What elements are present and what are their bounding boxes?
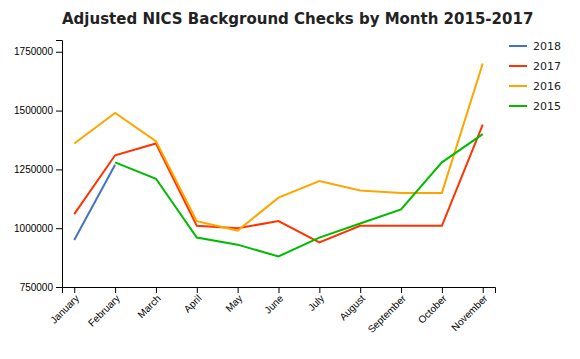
tick: 1750000: [14, 46, 62, 57]
tick-mark: [279, 287, 280, 293]
tick-label: March: [135, 293, 162, 320]
title: Adjusted NICS Background Checks by Month…: [62, 10, 533, 28]
tick-label: October: [416, 292, 449, 325]
tick-label: August: [337, 293, 367, 323]
tick: May: [223, 287, 244, 314]
legend-item: 2017: [509, 60, 561, 73]
tick-label: 1250000: [14, 164, 53, 175]
tick: January: [48, 287, 81, 326]
series-line: [74, 64, 482, 231]
tick: March: [135, 287, 162, 320]
tick-mark: [442, 287, 443, 293]
tick-mark: [319, 287, 320, 293]
tick-label: February: [86, 293, 122, 329]
x-axis: JanuaryFebruary March April May June July Augu…: [48, 287, 495, 335]
tick: April: [182, 287, 204, 315]
chart: Adjusted NICS Background Checks by Month…: [0, 0, 580, 359]
tick-mark: [360, 287, 361, 293]
tick: August: [337, 287, 367, 322]
tick-label: 1750000: [14, 46, 53, 57]
legend-label: 2017: [533, 60, 561, 73]
tick: February: [86, 287, 122, 329]
tick: November: [449, 287, 490, 333]
tick-label: July: [306, 293, 326, 313]
tick-mark: [483, 287, 484, 293]
tick-label: 750000: [20, 282, 54, 293]
series-line: [115, 134, 483, 256]
tick-label: April: [182, 293, 204, 315]
tick-mark: [238, 287, 239, 293]
lines: [74, 64, 482, 257]
legend: 2018 2017 2016 2015: [509, 40, 561, 113]
tick: 1250000: [14, 164, 62, 175]
tick-mark: [56, 287, 62, 288]
tick-mark: [56, 111, 62, 112]
legend-label: 2018: [533, 40, 561, 53]
legend-label: 2015: [533, 100, 561, 113]
tick: 1500000: [14, 105, 62, 116]
tick-label: 1000000: [14, 223, 53, 234]
legend-label: 2016: [533, 80, 561, 93]
tick-label: January: [48, 293, 81, 326]
legend-item: 2018: [509, 40, 561, 53]
tick: July: [306, 287, 326, 313]
tick: 1000000: [14, 223, 62, 234]
legend-swatch: [509, 45, 527, 47]
legend-item: 2016: [509, 80, 561, 93]
tick-mark: [197, 287, 198, 293]
tick-mark: [56, 228, 62, 229]
series-line: [74, 125, 482, 243]
tick-mark: [74, 287, 75, 293]
tick-label: September: [366, 292, 409, 335]
tick-mark: [156, 287, 157, 293]
tick: 750000: [20, 282, 62, 293]
plot: JanuaryFebruary March April May June July Augu…: [14, 41, 495, 336]
tick-mark: [401, 287, 402, 293]
tick: June: [262, 287, 285, 316]
axis-line: [56, 41, 63, 288]
tick-label: May: [223, 293, 244, 314]
legend-item: 2015: [509, 100, 561, 113]
tick-label: June: [262, 292, 285, 315]
tick: October: [416, 287, 449, 326]
legend-swatch: [509, 85, 527, 87]
tick-label: 1500000: [14, 105, 53, 116]
y-axis: 750000 1000000 1250000 1500000 1750000: [14, 41, 62, 293]
series-line: [74, 165, 115, 240]
tick-label: November: [449, 292, 490, 333]
tick: September: [366, 287, 409, 335]
tick-mark: [56, 52, 62, 53]
legend-swatch: [509, 65, 527, 67]
legend-swatch: [509, 105, 527, 107]
tick-mark: [56, 169, 62, 170]
axis-line: [63, 288, 496, 294]
tick-mark: [115, 287, 116, 293]
